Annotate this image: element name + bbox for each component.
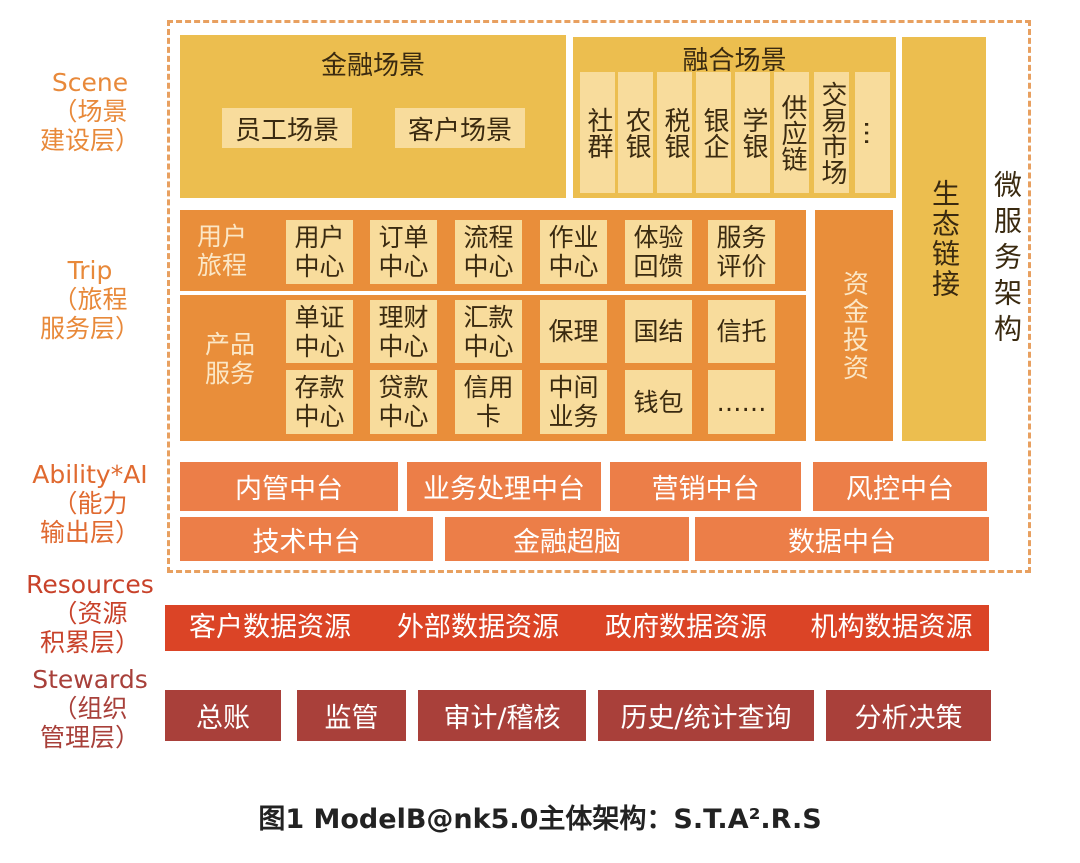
ability-platform: 业务处理中台 — [407, 462, 601, 511]
product-service-item: 信托 — [708, 300, 775, 363]
layer-label-scene-en: Scene — [51, 68, 129, 97]
ability-platform: 风控中台 — [813, 462, 987, 511]
steward-item: 分析决策 — [826, 690, 991, 741]
data-resource-item: 政府数据资源 — [605, 612, 767, 643]
fusion-scene-item: 农银 — [618, 72, 653, 193]
product-service-item: 保理 — [540, 300, 607, 363]
product-service-item: 贷款中心 — [370, 370, 437, 434]
product-service-item: 中间业务 — [540, 370, 607, 434]
layer-label-resources-cn: 积累层） — [39, 628, 140, 657]
product-service-item: 理财中心 — [370, 300, 437, 363]
layer-label-trip-cn: 服务层） — [39, 314, 140, 343]
fusion-scene-item: … — [855, 72, 890, 193]
layer-label-trip-cn: （旅程 — [52, 285, 128, 314]
layer-label-resources-cn: （资源 — [52, 599, 128, 628]
product-service-item: …… — [708, 370, 775, 434]
steward-item: 总账 — [165, 690, 281, 741]
ability-platform: 营销中台 — [610, 462, 801, 511]
fusion-scene-title: 融合场景 — [682, 46, 787, 76]
data-resource-item: 外部数据资源 — [397, 612, 559, 643]
product-service-item: 国结 — [625, 300, 692, 363]
ability-platform: 内管中台 — [180, 462, 398, 511]
product-service-item: 存款中心 — [286, 370, 353, 434]
fusion-scene-item: 银企 — [696, 72, 731, 193]
product-service-item: 单证中心 — [286, 300, 353, 363]
data-resource-item: 机构数据资源 — [810, 612, 973, 643]
layer-label-ability-cn: 输出层） — [39, 518, 140, 547]
layer-label-stewards-cn: （组织 — [52, 694, 128, 723]
ability-platform: 数据中台 — [695, 517, 989, 561]
product-service-item: 信用卡 — [455, 370, 522, 434]
fusion-scene-item: 社群 — [580, 72, 615, 193]
user-journey-item: 流程中心 — [455, 220, 522, 284]
layer-label-stewards-en: Stewards — [32, 665, 148, 694]
fusion-scene-item: 学银 — [735, 72, 770, 193]
user-journey-item: 体验回馈 — [625, 220, 692, 284]
steward-item: 历史/统计查询 — [598, 690, 814, 741]
capital-investment-box: 资金投资 — [815, 210, 893, 441]
product-service-item: 钱包 — [625, 370, 692, 434]
user-journey-item: 服务评价 — [708, 220, 775, 284]
user-journey-item: 用户中心 — [286, 220, 353, 284]
layer-label-ability-en: Ability*AI — [32, 460, 148, 489]
layer-label-ability-cn: （能力 — [52, 489, 128, 518]
fusion-scene-item: 交易市场 — [814, 72, 849, 193]
fusion-scene-item: 税银 — [657, 72, 692, 193]
finance-scene-title: 金融场景 — [320, 51, 425, 81]
resources-bar — [165, 605, 989, 651]
figure-caption: 图1 ModelB@nk5.0主体架构：S.T.A².R.S — [258, 804, 822, 835]
user-journey-item: 订单中心 — [370, 220, 437, 284]
ecosystem-link-box: 生态链接 — [902, 37, 986, 441]
layer-label-scene-cn: 建设层） — [39, 126, 140, 155]
layer-label-scene-cn: （场景 — [52, 97, 128, 126]
finance-scene-item: 客户场景 — [395, 108, 525, 148]
user-journey-item: 作业中心 — [540, 220, 607, 284]
steward-item: 监管 — [297, 690, 406, 741]
data-resource-item: 客户数据资源 — [189, 612, 351, 643]
layer-label-resources-en: Resources — [26, 570, 154, 599]
ability-boundary-dashed — [167, 20, 1031, 573]
product-service-item: 汇款中心 — [455, 300, 522, 363]
layer-label-stewards-cn: 管理层） — [39, 723, 140, 752]
product-service-label: 产品服务 — [204, 330, 255, 388]
finance-scene-item: 员工场景 — [222, 108, 352, 148]
user-journey-label: 用户旅程 — [196, 222, 247, 280]
layer-label-trip-en: Trip — [67, 256, 113, 285]
microservice-architecture-label: 微服务架构 — [990, 170, 1023, 350]
fusion-scene-item: 供应链 — [774, 72, 809, 193]
steward-item: 审计/稽核 — [418, 690, 586, 741]
ability-platform: 技术中台 — [180, 517, 433, 561]
ability-platform: 金融超脑 — [445, 517, 689, 561]
